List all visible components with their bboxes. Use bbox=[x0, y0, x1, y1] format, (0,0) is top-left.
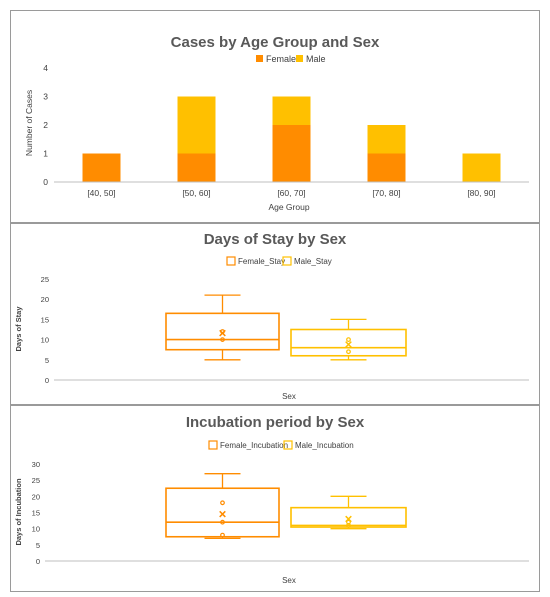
y-tick-label: 20 bbox=[41, 295, 49, 304]
y-tick-label: 10 bbox=[32, 525, 40, 534]
incubation-chart: Incubation period by Sex Female_Incubati… bbox=[14, 414, 529, 585]
x-tick-label: [80, 90] bbox=[467, 188, 495, 198]
data-point-female-incubation-2 bbox=[220, 500, 225, 506]
data-point-male-stay-1 bbox=[346, 337, 351, 342]
x-tick-label: [60, 70] bbox=[277, 188, 305, 198]
bar-female-3 bbox=[367, 153, 406, 182]
legend-swatch-male-stay bbox=[282, 256, 292, 266]
x-axis-label: Sex bbox=[282, 576, 296, 585]
days-of-stay-chart-panel: Days of Stay by Sex Female_Stay Male_Sta… bbox=[10, 223, 540, 405]
days-of-stay-chart: Days of Stay by Sex Female_Stay Male_Sta… bbox=[14, 231, 529, 401]
legend-swatch-female-incubation bbox=[208, 440, 218, 450]
y-axis-label: Days of Incubation bbox=[14, 478, 23, 546]
cases-by-age-chart-panel: Cases by Age Group and Sex Female Male 0… bbox=[10, 10, 540, 223]
bar-female-0 bbox=[82, 153, 121, 182]
legend-swatch-female-stay bbox=[226, 256, 236, 266]
y-tick-label: 5 bbox=[36, 541, 40, 550]
legend-label-female: Female bbox=[266, 54, 296, 64]
y-tick-label: 10 bbox=[41, 336, 49, 345]
mean-marker-male-stay bbox=[345, 341, 352, 348]
mean-marker-female-incubation bbox=[219, 510, 226, 518]
y-tick-label: 2 bbox=[43, 120, 48, 130]
chart-title: Cases by Age Group and Sex bbox=[171, 34, 380, 51]
box-male-stay bbox=[290, 328, 407, 357]
legend-swatch-female bbox=[256, 55, 263, 62]
bar-female-1 bbox=[177, 153, 216, 182]
y-tick-label: 30 bbox=[32, 460, 40, 469]
y-axis-label: Days of Stay bbox=[14, 306, 23, 352]
y-tick-label: 1 bbox=[43, 149, 48, 159]
y-tick-label: 4 bbox=[43, 63, 48, 73]
legend-label-female-stay: Female_Stay bbox=[238, 257, 285, 266]
y-tick-label: 5 bbox=[45, 356, 49, 365]
legend-label-male-stay: Male_Stay bbox=[294, 257, 332, 266]
bar-male-2 bbox=[272, 96, 311, 125]
legend-swatch-male-incubation bbox=[283, 440, 293, 450]
y-tick-label: 15 bbox=[41, 315, 49, 324]
legend-label-male-incubation: Male_Incubation bbox=[295, 441, 354, 450]
legend-swatch-male bbox=[296, 55, 303, 62]
chart-title: Days of Stay by Sex bbox=[204, 231, 347, 248]
y-tick-label: 15 bbox=[32, 509, 40, 518]
chart-title: Incubation period by Sex bbox=[186, 414, 365, 431]
incubation-chart-panel: Incubation period by Sex Female_Incubati… bbox=[10, 405, 540, 592]
y-tick-label: 3 bbox=[43, 92, 48, 102]
y-tick-label: 0 bbox=[36, 557, 40, 566]
legend-label-female-incubation: Female_Incubation bbox=[220, 441, 288, 450]
bar-male-1 bbox=[177, 96, 216, 154]
box-female-stay bbox=[165, 312, 280, 351]
bar-male-4 bbox=[462, 153, 501, 182]
bar-female-2 bbox=[272, 125, 311, 182]
mean-marker-male-incubation bbox=[345, 515, 352, 523]
x-tick-label: [70, 80] bbox=[372, 188, 400, 198]
x-tick-label: [40, 50] bbox=[87, 188, 115, 198]
data-point-female-stay-0 bbox=[220, 337, 225, 342]
x-axis-label: Sex bbox=[282, 392, 296, 401]
y-tick-label: 0 bbox=[45, 376, 49, 385]
data-point-male-incubation-1 bbox=[346, 519, 351, 525]
data-point-male-stay-0 bbox=[346, 349, 351, 355]
data-point-female-incubation-0 bbox=[220, 532, 225, 538]
bar-male-3 bbox=[367, 125, 406, 154]
y-tick-label: 20 bbox=[32, 492, 40, 501]
x-tick-label: [50, 60] bbox=[182, 188, 210, 198]
y-tick-label: 25 bbox=[32, 476, 40, 485]
x-axis-label: Age Group bbox=[268, 202, 309, 212]
box-female-incubation bbox=[165, 487, 280, 538]
y-tick-label: 0 bbox=[43, 177, 48, 187]
mean-marker-female-stay bbox=[219, 329, 226, 337]
data-point-female-incubation-1 bbox=[220, 519, 225, 525]
legend-label-male: Male bbox=[306, 54, 326, 64]
cases-by-age-chart: Cases by Age Group and Sex Female Male 0… bbox=[24, 34, 529, 212]
y-axis-label: Number of Cases bbox=[24, 90, 34, 156]
y-tick-label: 25 bbox=[41, 275, 49, 284]
